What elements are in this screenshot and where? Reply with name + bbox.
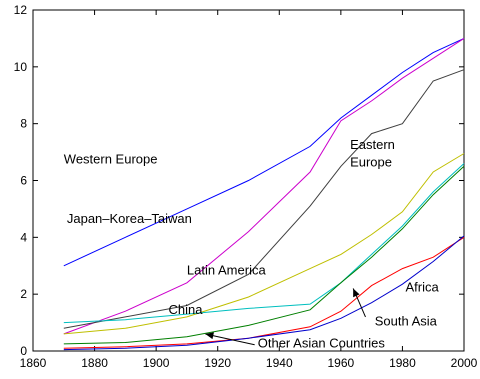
annotation-arrows	[205, 288, 366, 346]
x-tick-label: 1860	[20, 356, 47, 370]
label-eastern: Eastern	[350, 137, 395, 152]
series-line-other-asian-countries	[63, 165, 465, 345]
arrowhead-other-asian-countries	[205, 332, 214, 340]
y-tick-label: 6	[20, 174, 27, 188]
series-line-japan-korea-taiwan	[63, 37, 465, 335]
y-tick-label: 10	[14, 60, 28, 74]
series-line-latin-america	[63, 153, 465, 335]
label-other-asian-countries: Other Asian Countries	[258, 336, 386, 351]
label-south-asia: South Asia	[375, 313, 438, 328]
arrow-other-asian-countries	[205, 333, 255, 346]
x-tick-label: 1920	[204, 356, 231, 370]
series-line-western-europe	[63, 37, 465, 267]
x-tick-label: 1980	[389, 356, 416, 370]
y-tick-label: 8	[20, 117, 27, 131]
x-tick-label: 1960	[328, 356, 355, 370]
y-tick-label: 12	[14, 3, 28, 17]
label-western-europe: Western Europe	[64, 151, 158, 166]
series-labels: Western Europe Eastern Europe Japan–Korea–T…	[64, 137, 440, 350]
series-line-south-asia	[63, 236, 465, 349]
label-japan-korea-taiwan: Japan–Korea–Taiwan	[67, 211, 192, 226]
label-latin-america: Latin America	[187, 262, 267, 277]
x-tick-label: 1940	[266, 356, 293, 370]
series-line-africa	[63, 235, 465, 351]
label-africa: Africa	[406, 279, 440, 294]
label-europe: Europe	[350, 154, 392, 169]
y-tick-label: 4	[20, 230, 27, 244]
x-tick-label: 1880	[81, 356, 108, 370]
y-tick-label: 2	[20, 287, 27, 301]
x-tick-label: 1900	[143, 356, 170, 370]
y-tick-label: 0	[20, 344, 27, 358]
series-line-china	[63, 163, 465, 324]
label-china: China	[168, 302, 203, 317]
arrowhead-south-asia	[353, 288, 360, 298]
series-line-eastern-europe	[63, 69, 465, 329]
series-lines	[63, 37, 465, 351]
x-tick-label: 2000	[451, 356, 478, 370]
axis-ticks: 1860 1880 1900 1920 1940 1960 1980 2000 0 2 4 6 8 10 1…	[14, 3, 478, 370]
